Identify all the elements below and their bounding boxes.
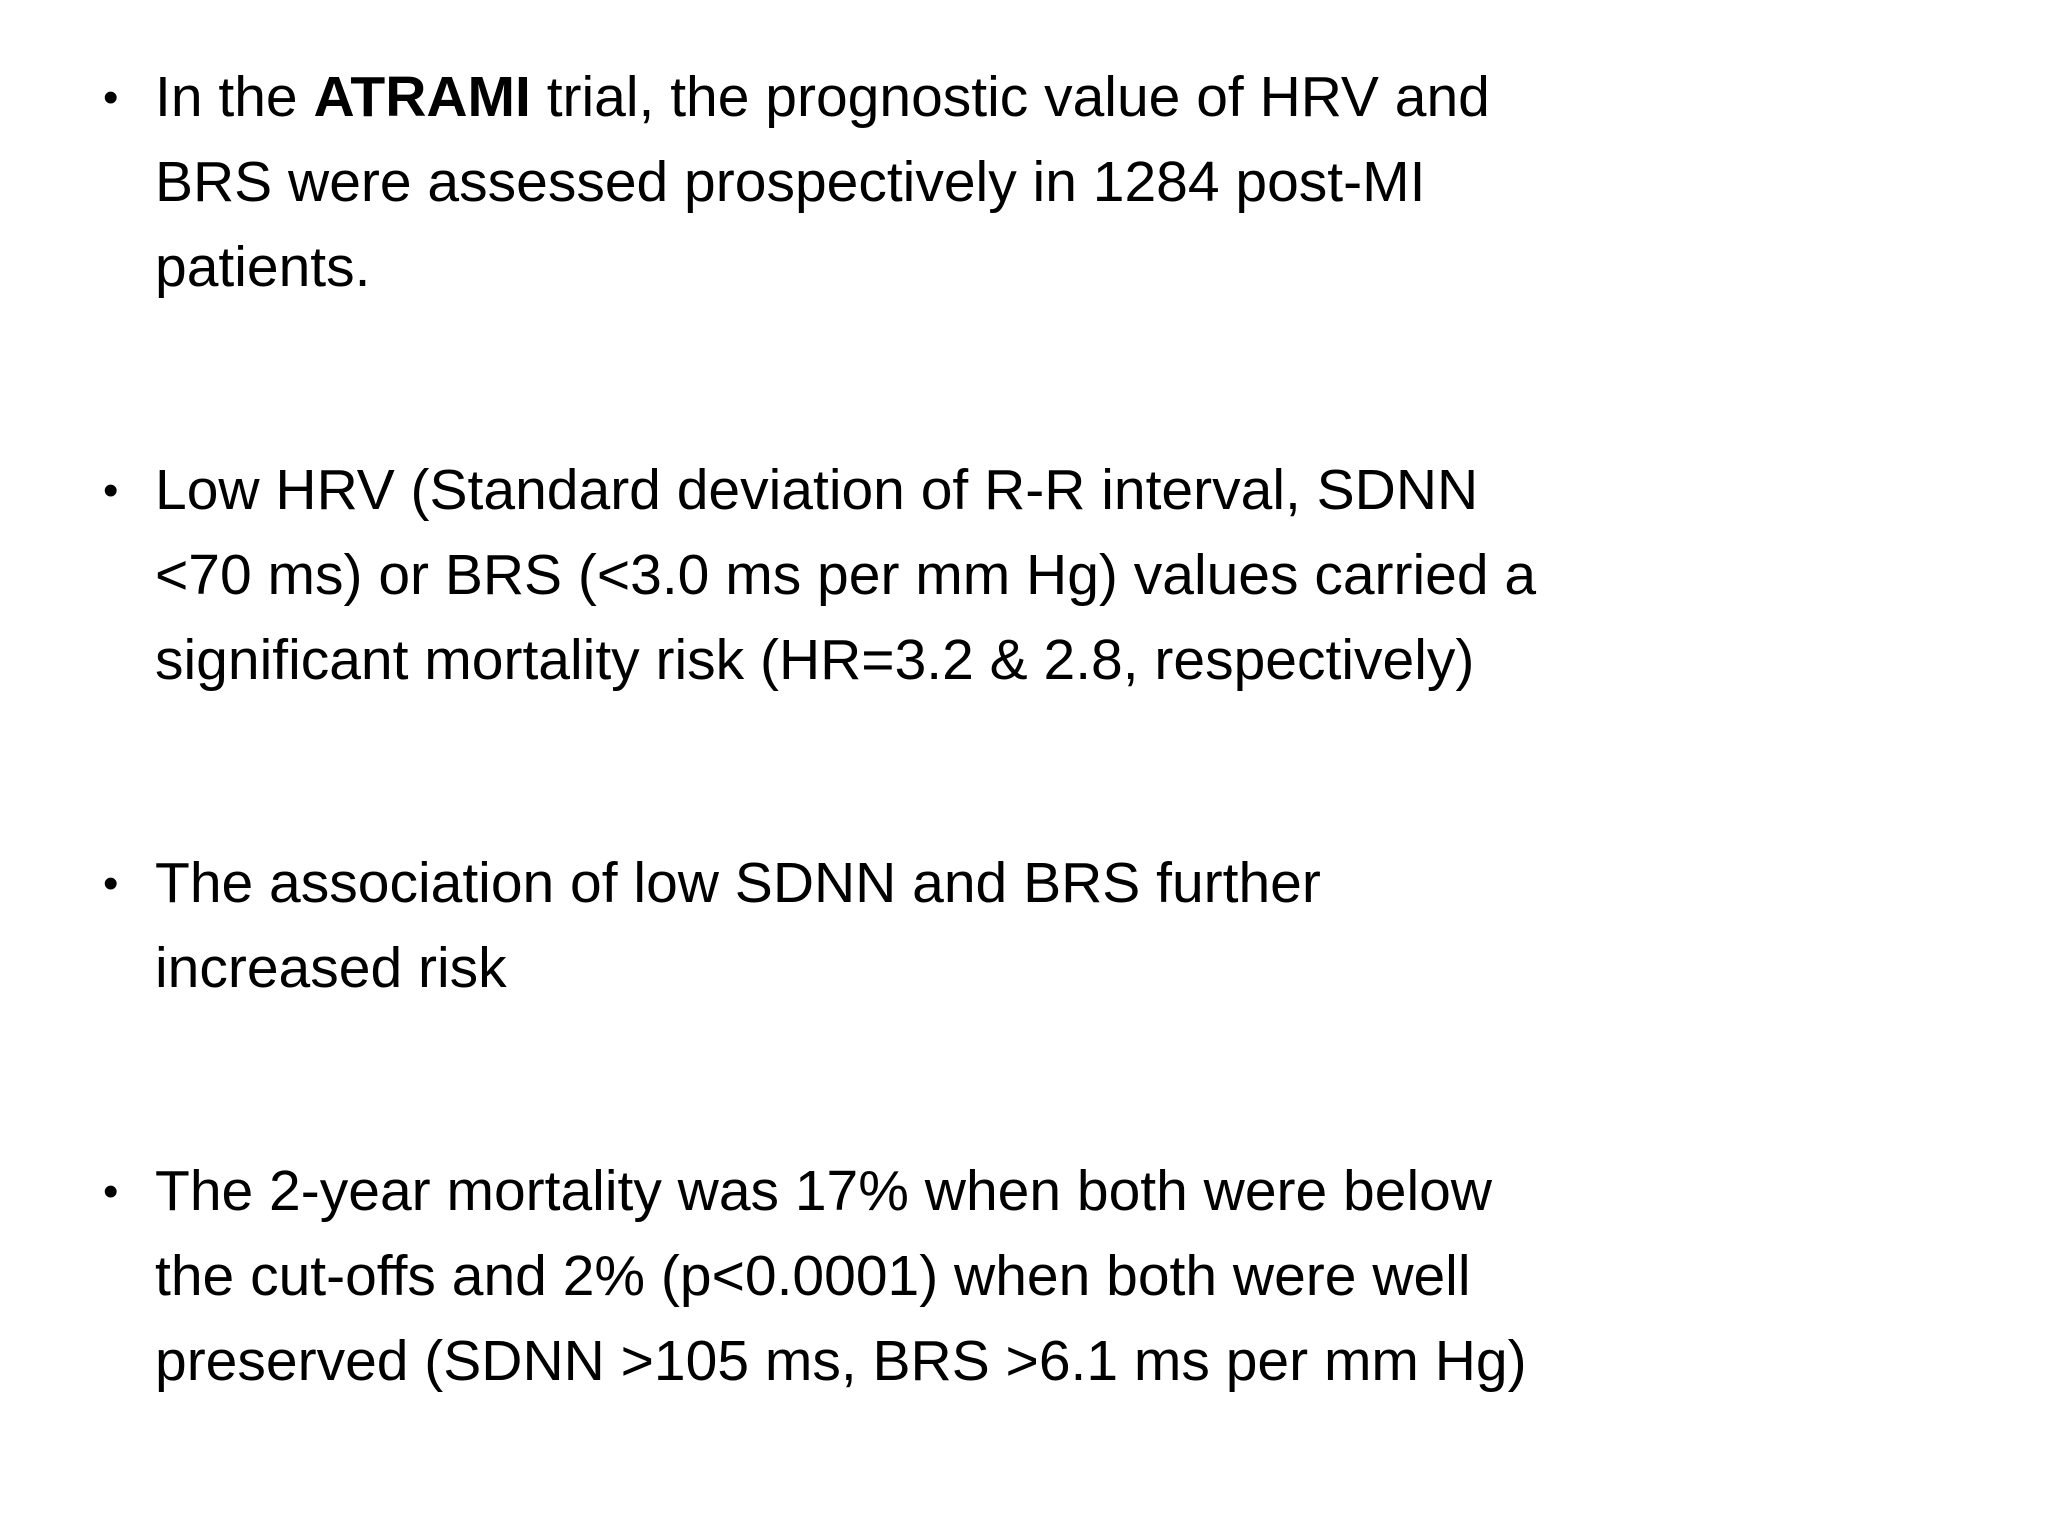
- bullet-text-segment: The 2-year mortality was 17% when both w…: [155, 1159, 1527, 1393]
- bullet-marker: •: [103, 73, 119, 122]
- bullet-item: • Low HRV (Standard deviation of R-R inte…: [103, 448, 2008, 703]
- bullet-text-segment: ATRAMI: [313, 65, 531, 129]
- bullet-text-segment: In the: [155, 65, 314, 129]
- bullet-marker: •: [103, 859, 119, 908]
- bullet-text: The association of low SDNN and BRS furt…: [155, 841, 2008, 1011]
- bullet-item: • In the ATRAMI trial, the prognostic val…: [103, 55, 2008, 310]
- bullet-text-segment: The association of low SDNN and BRS furt…: [155, 851, 1321, 1000]
- bullet-marker: •: [103, 1167, 119, 1216]
- bullet-text: In the ATRAMI trial, the prognostic valu…: [155, 55, 2008, 310]
- bullet-text-segment: trial, the prognostic value of HRV and B…: [155, 65, 1490, 299]
- bullet-text: The 2-year mortality was 17% when both w…: [155, 1149, 2008, 1404]
- bullet-text: Low HRV (Standard deviation of R-R inter…: [155, 448, 2008, 703]
- bullet-list: • In the ATRAMI trial, the prognostic val…: [103, 55, 2008, 1404]
- bullet-item: • The association of low SDNN and BRS fur…: [103, 841, 2008, 1011]
- bullet-item: • The 2-year mortality was 17% when both …: [103, 1149, 2008, 1404]
- bullet-text-segment: Low HRV (Standard deviation of R-R inter…: [155, 458, 1537, 692]
- bullet-marker: •: [103, 466, 119, 515]
